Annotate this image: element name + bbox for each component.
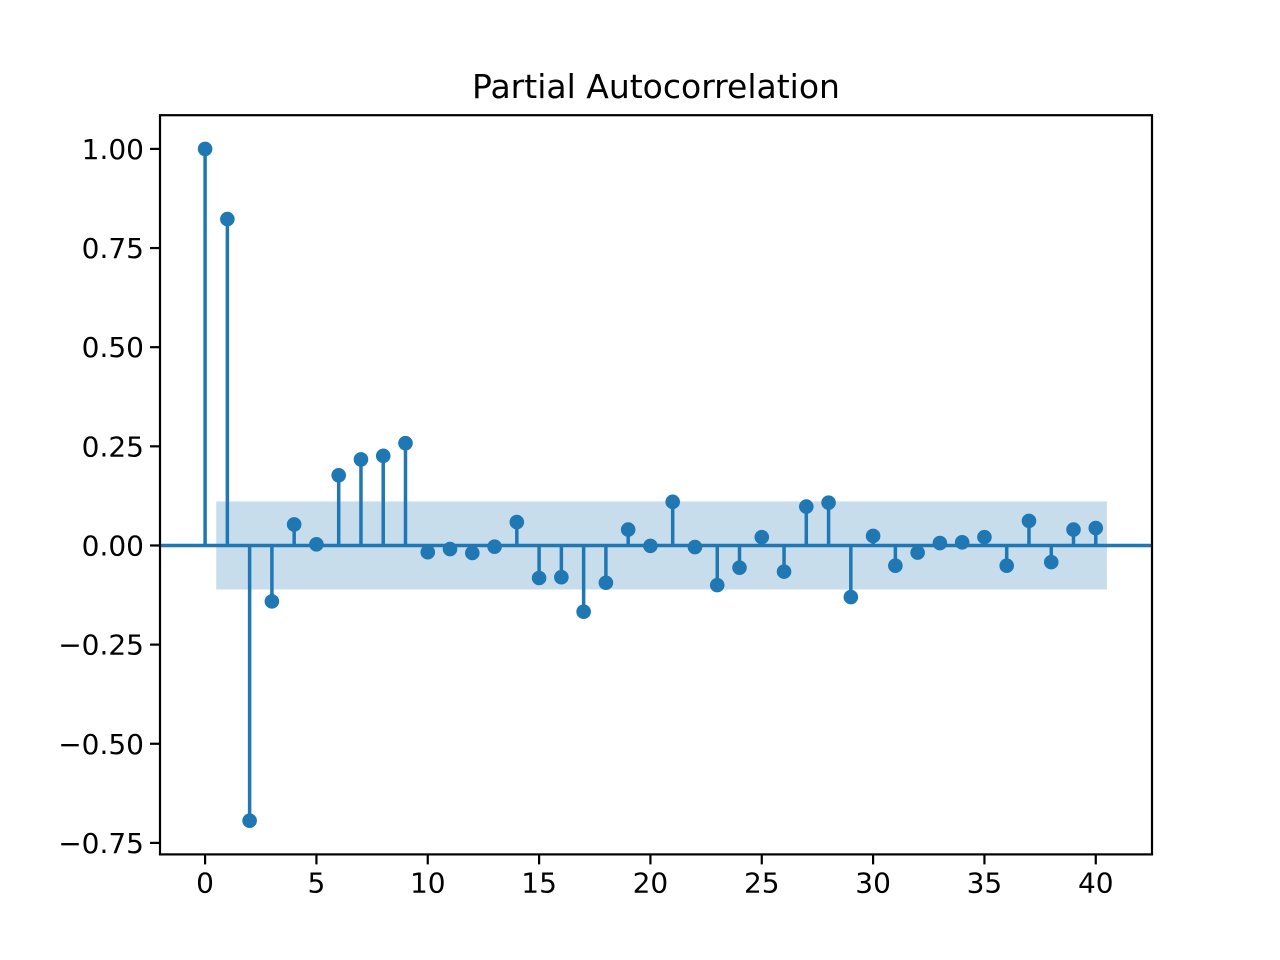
x-tick-label: 40 bbox=[1078, 866, 1114, 899]
x-tick-label: 30 bbox=[855, 866, 891, 899]
marker bbox=[509, 514, 525, 530]
marker bbox=[242, 813, 257, 828]
x-tick-label: 35 bbox=[967, 866, 1003, 899]
marker bbox=[487, 539, 502, 554]
marker bbox=[220, 211, 235, 227]
marker bbox=[331, 467, 346, 483]
marker bbox=[353, 452, 369, 467]
y-tick-label: 0.75 bbox=[82, 232, 144, 265]
marker bbox=[776, 564, 792, 579]
marker bbox=[999, 558, 1015, 573]
marker bbox=[799, 499, 814, 514]
y-tick-label: 0.25 bbox=[82, 430, 144, 463]
marker bbox=[954, 535, 970, 550]
marker bbox=[554, 569, 569, 585]
y-tick-label: −0.75 bbox=[58, 827, 144, 860]
marker bbox=[398, 435, 413, 451]
y-tick-label: 1.00 bbox=[82, 133, 144, 166]
marker bbox=[420, 544, 436, 560]
marker bbox=[464, 545, 480, 561]
axes-spines bbox=[158, 114, 1154, 856]
marker bbox=[1066, 522, 1081, 537]
chart-title: Partial Autocorrelation bbox=[472, 67, 840, 106]
marker bbox=[821, 495, 836, 510]
y-tick-label: −0.25 bbox=[58, 629, 144, 662]
x-tick-label: 5 bbox=[308, 866, 326, 899]
marker bbox=[709, 577, 725, 593]
x-tick-label: 15 bbox=[521, 866, 557, 899]
marker bbox=[598, 575, 614, 591]
marker bbox=[264, 594, 280, 609]
marker bbox=[732, 560, 747, 575]
marker bbox=[687, 539, 703, 555]
marker bbox=[197, 141, 213, 157]
marker bbox=[286, 517, 302, 532]
x-tick-label: 20 bbox=[633, 866, 669, 899]
marker bbox=[977, 529, 992, 545]
marker bbox=[865, 528, 881, 544]
x-tick-label: 10 bbox=[410, 866, 446, 899]
marker bbox=[1021, 513, 1037, 529]
marker bbox=[620, 522, 636, 537]
y-tick-label: 0.00 bbox=[82, 529, 144, 562]
marker bbox=[910, 545, 925, 560]
marker bbox=[375, 448, 391, 464]
x-tick-label: 25 bbox=[744, 866, 780, 899]
y-tick-label: −0.50 bbox=[58, 728, 144, 761]
marker bbox=[309, 536, 324, 552]
marker bbox=[665, 494, 681, 510]
marker bbox=[888, 558, 903, 573]
marker bbox=[442, 541, 458, 557]
marker bbox=[754, 529, 770, 545]
x-tick-label: 0 bbox=[196, 866, 214, 899]
marker bbox=[643, 538, 658, 554]
marker bbox=[932, 535, 948, 551]
marker bbox=[1088, 520, 1104, 536]
plot-area: 0 5 10 15 20 25 30 35 40 1.00 0.75 0.50 0.25 0.00 −0.2… bbox=[58, 114, 1154, 899]
marker bbox=[576, 604, 591, 620]
marker bbox=[843, 589, 859, 605]
marker bbox=[531, 570, 547, 586]
marker bbox=[1043, 554, 1059, 570]
y-tick-label: 0.50 bbox=[82, 331, 144, 364]
